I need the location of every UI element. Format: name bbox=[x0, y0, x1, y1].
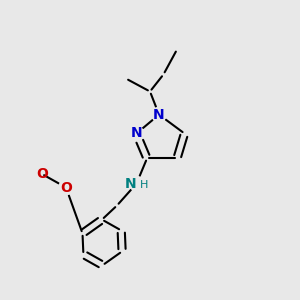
Circle shape bbox=[129, 126, 144, 141]
Circle shape bbox=[152, 107, 166, 122]
Text: N: N bbox=[124, 177, 136, 190]
Text: N: N bbox=[131, 127, 142, 140]
Text: H: H bbox=[140, 179, 148, 190]
Circle shape bbox=[129, 176, 144, 191]
Text: O: O bbox=[60, 181, 72, 194]
Text: O: O bbox=[36, 167, 48, 181]
Text: N: N bbox=[153, 108, 165, 122]
Circle shape bbox=[59, 180, 73, 195]
